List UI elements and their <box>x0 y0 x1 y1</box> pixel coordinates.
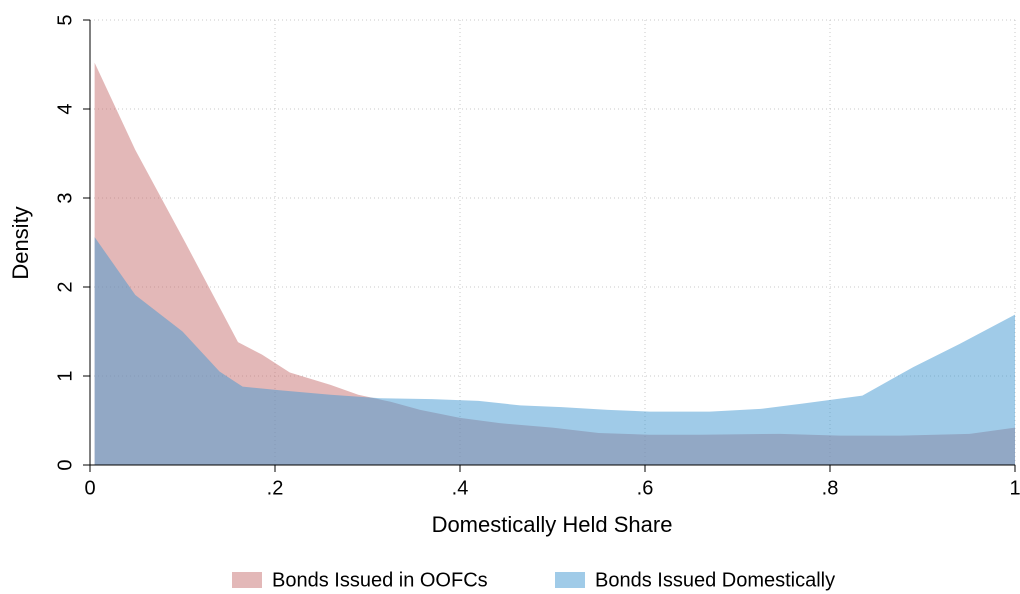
legend-label: Bonds Issued Domestically <box>595 569 835 591</box>
legend-label: Bonds Issued in OOFCs <box>272 569 488 591</box>
y-tick-label: 3 <box>54 192 76 203</box>
y-tick-label: 4 <box>54 103 76 114</box>
area <box>94 237 1015 465</box>
x-tick-label: .6 <box>637 477 654 499</box>
x-tick-label: .4 <box>452 477 469 499</box>
y-tick-label: 1 <box>54 370 76 381</box>
x-axis-title: Domestically Held Share <box>432 512 673 537</box>
y-tick-label: 2 <box>54 281 76 292</box>
y-tick-label: 5 <box>54 14 76 25</box>
x-tick-label: 0 <box>84 477 95 499</box>
legend-swatch <box>232 572 262 588</box>
y-tick-label: 0 <box>54 459 76 470</box>
x-tick-label: .8 <box>822 477 839 499</box>
x-tick-label: .2 <box>267 477 284 499</box>
legend-swatch <box>555 572 585 588</box>
y-axis-title: Density <box>8 206 33 279</box>
x-tick-label: 1 <box>1009 477 1020 499</box>
